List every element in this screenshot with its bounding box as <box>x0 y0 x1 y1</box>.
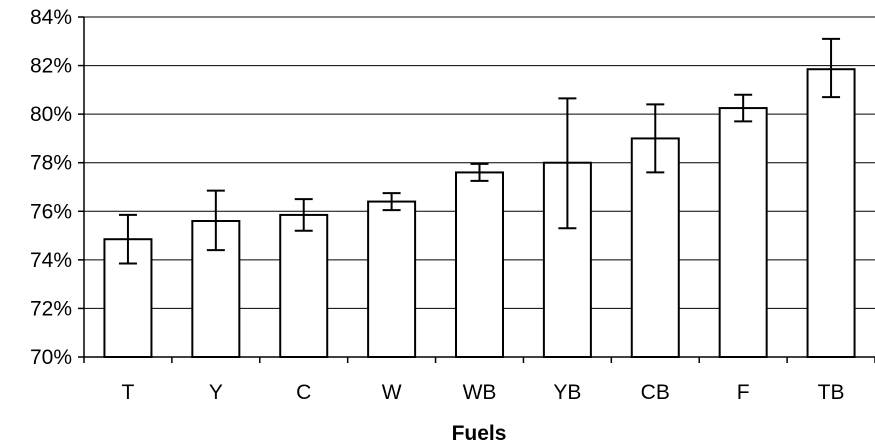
bars <box>103 68 856 358</box>
x-tick-label: CB <box>641 381 670 404</box>
x-tick-label: C <box>296 381 311 404</box>
x-tick-label: TB <box>818 381 845 404</box>
x-tick-label: WB <box>463 381 497 404</box>
x-tick-labels: T Y C W WB YB CB F TB <box>122 381 845 404</box>
bar-C <box>279 213 329 358</box>
y-tick-label: 76% <box>30 200 72 223</box>
y-tick-label: 74% <box>30 249 72 272</box>
x-axis-title: Fuels <box>452 422 507 445</box>
y-tick-label: 80% <box>30 103 72 126</box>
y-tick-label: 70% <box>30 346 72 369</box>
x-tick-label: F <box>737 381 750 404</box>
y-tick-label: 78% <box>30 152 72 175</box>
x-tick-label: Y <box>209 381 223 404</box>
error-bars <box>118 37 841 265</box>
bar-WB <box>455 171 504 358</box>
x-tick-label: W <box>382 381 402 404</box>
x-tick-label: YB <box>553 381 581 404</box>
y-tick-label: 82% <box>30 55 72 78</box>
x-tick-label: T <box>122 381 135 404</box>
y-tick-label: 84% <box>30 6 72 29</box>
y-tick-labels: 70% 72% 74% 76% 78% 80% 82% 84% <box>30 6 72 369</box>
bar-F <box>718 107 768 358</box>
y-tick-label: 72% <box>30 297 72 320</box>
bar-TB <box>806 68 856 358</box>
axes <box>78 16 875 363</box>
bar-W <box>367 200 417 358</box>
